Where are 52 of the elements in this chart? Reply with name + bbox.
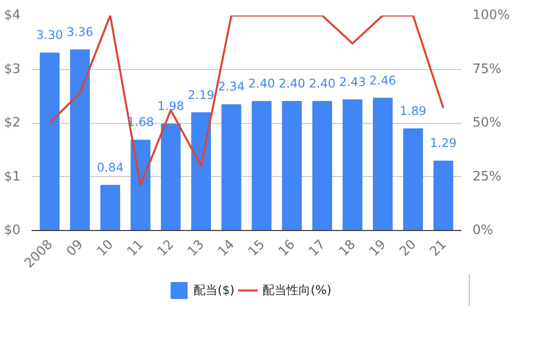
x-tick-label: 13 (185, 237, 208, 260)
legend-label: 配当性向(%) (262, 282, 332, 298)
bar (342, 99, 362, 230)
data-label: 2.34 (218, 80, 245, 94)
data-label: 2.40 (278, 76, 306, 90)
y-tick-label: $4 (4, 8, 21, 23)
x-tick-label: 14 (215, 237, 238, 260)
y2-tick-label: 50% (472, 116, 502, 130)
data-label: 3.30 (36, 28, 64, 42)
data-label: 2.19 (188, 88, 214, 102)
data-label: 1.89 (400, 104, 426, 118)
bar (433, 160, 454, 230)
x-tick-label: 09 (64, 237, 86, 260)
x-tick-label: 17 (306, 237, 329, 260)
data-label: 1.98 (157, 99, 184, 114)
x-tick-label: 12 (154, 237, 178, 260)
data-label: 2.46 (369, 73, 396, 88)
y-tick-label: $2 (4, 116, 21, 130)
x-tick-label: 18 (336, 237, 359, 260)
data-label: 2.40 (308, 76, 336, 90)
bar (160, 124, 181, 230)
legend-label: 配当($) (194, 282, 235, 298)
y-tick-label: $1 (4, 169, 21, 184)
y2-tick-label: 0% (472, 223, 494, 238)
data-label: 3.36 (66, 24, 94, 39)
x-tick-label: 21 (427, 237, 450, 260)
bar (191, 112, 211, 230)
x-tick-label: 10 (94, 237, 117, 260)
y2-tick-label: 75% (472, 62, 502, 77)
bar (252, 101, 272, 230)
data-label: 0.84 (96, 160, 124, 174)
bar (130, 140, 150, 230)
x-tick-label: 20 (397, 237, 420, 260)
bar (221, 104, 242, 230)
bar (312, 101, 332, 230)
data-label: 2.40 (248, 76, 275, 90)
y-tick-label: $3 (4, 62, 21, 77)
y2-tick-label: 100% (472, 8, 510, 23)
bar (282, 101, 302, 230)
bar (403, 128, 423, 230)
bar (40, 52, 60, 230)
x-tick-label: 11 (124, 237, 147, 260)
x-tick-label: 16 (276, 237, 298, 260)
x-tick-label: 19 (366, 237, 390, 260)
bar (372, 98, 393, 230)
y-tick-label: $0 (4, 223, 21, 238)
x-tick-label: 15 (246, 237, 268, 260)
data-label: 1.29 (430, 136, 457, 150)
bar (100, 184, 120, 230)
data-label: 2.43 (339, 74, 366, 89)
bar (70, 49, 90, 230)
y2-tick-label: 25% (472, 169, 502, 184)
